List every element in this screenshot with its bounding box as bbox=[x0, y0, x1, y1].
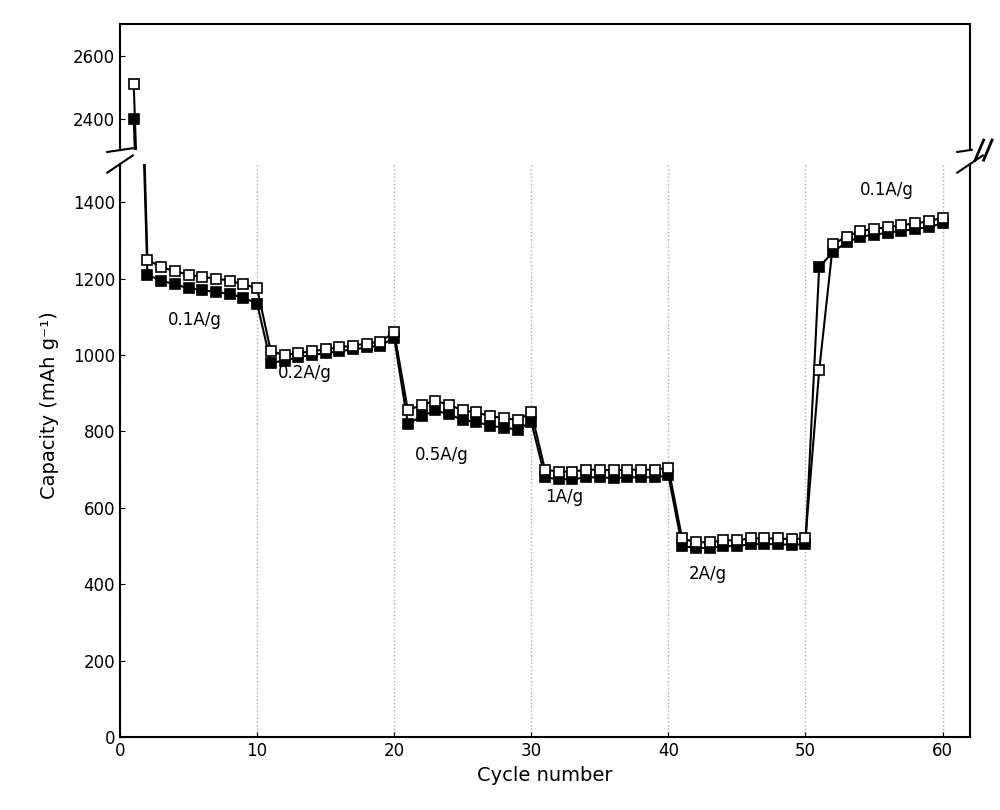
Text: 0.5A/g: 0.5A/g bbox=[415, 446, 469, 464]
X-axis label: Cycle number: Cycle number bbox=[477, 765, 613, 785]
Text: 0.1A/g: 0.1A/g bbox=[168, 310, 222, 329]
Text: 1A/g: 1A/g bbox=[545, 488, 583, 506]
Text: 0.2A/g: 0.2A/g bbox=[278, 364, 332, 382]
Text: 0.1A/g: 0.1A/g bbox=[860, 181, 914, 198]
Text: 2A/g: 2A/g bbox=[689, 565, 727, 582]
Text: Capacity (mAh g⁻¹): Capacity (mAh g⁻¹) bbox=[40, 311, 59, 499]
